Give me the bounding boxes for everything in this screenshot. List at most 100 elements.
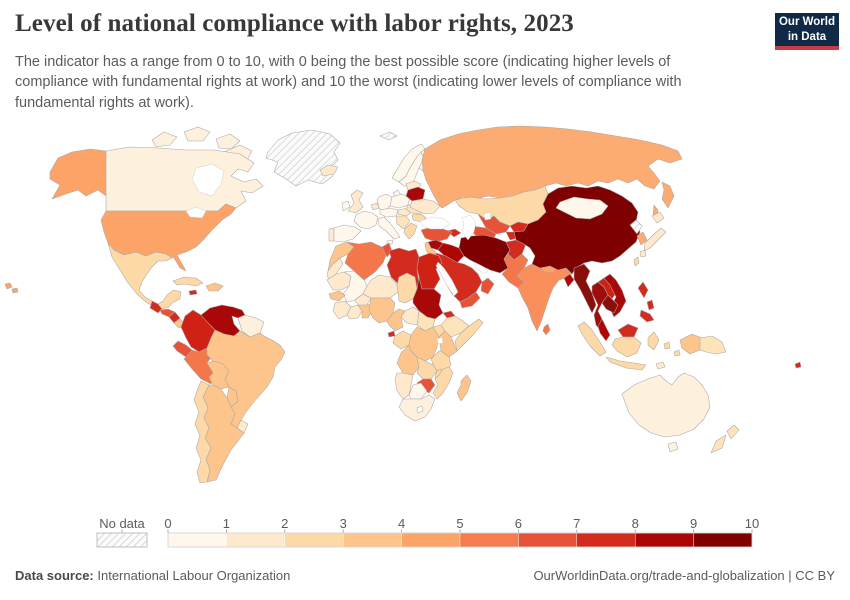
legend-bin-8 bbox=[635, 532, 694, 548]
lake-aral-sea bbox=[483, 211, 492, 221]
sea-red-sea bbox=[435, 261, 459, 297]
country-malaysia-borneo[interactable] bbox=[617, 323, 639, 338]
country-burkina[interactable] bbox=[354, 293, 372, 306]
country-mongolia[interactable] bbox=[555, 196, 609, 220]
country-usa-hawaii[interactable] bbox=[4, 282, 19, 294]
country-philippines[interactable] bbox=[637, 281, 655, 323]
country-turkey[interactable] bbox=[420, 226, 453, 243]
country-uk[interactable] bbox=[347, 189, 364, 214]
country-russia[interactable] bbox=[421, 125, 683, 209]
country-yemen[interactable] bbox=[459, 291, 481, 309]
country-chile[interactable] bbox=[193, 380, 212, 484]
chart-subtitle: The indicator has a range from 0 to 10, … bbox=[15, 54, 682, 111]
country-canada-arctic-3[interactable] bbox=[215, 133, 241, 150]
country-ukraine[interactable] bbox=[409, 198, 441, 215]
country-usa-alaska[interactable] bbox=[49, 148, 107, 200]
country-ireland[interactable] bbox=[341, 200, 351, 212]
country-australia-tasmania[interactable] bbox=[667, 441, 679, 453]
country-indonesia-moluccas[interactable] bbox=[663, 341, 681, 357]
sea-persian-gulf bbox=[473, 261, 489, 275]
country-greenland[interactable] bbox=[265, 129, 341, 187]
country-india[interactable] bbox=[516, 263, 573, 332]
country-mozambique[interactable] bbox=[432, 366, 454, 400]
lake-hudson-bay bbox=[191, 163, 225, 197]
country-indonesia-java[interactable] bbox=[605, 356, 647, 371]
country-oman[interactable] bbox=[480, 277, 495, 295]
legend-bin-7 bbox=[576, 532, 636, 548]
country-indonesia-sumatra[interactable] bbox=[577, 321, 607, 357]
legend-color-bar bbox=[167, 532, 753, 548]
legend-bin-5 bbox=[459, 532, 519, 548]
country-greece[interactable] bbox=[403, 222, 418, 240]
country-sri-lanka[interactable] bbox=[542, 323, 551, 336]
country-hispaniola[interactable] bbox=[205, 282, 224, 292]
country-indonesia-borneo[interactable] bbox=[611, 336, 642, 358]
country-madagascar[interactable] bbox=[456, 374, 472, 402]
country-cameroon[interactable] bbox=[386, 308, 406, 332]
country-central-african-republic[interactable] bbox=[400, 306, 420, 326]
country-france[interactable] bbox=[353, 210, 379, 230]
country-paraguay[interactable] bbox=[226, 386, 239, 408]
country-indonesia-papua[interactable] bbox=[679, 333, 703, 355]
lake-great-lakes bbox=[185, 206, 207, 219]
country-canada[interactable] bbox=[105, 146, 264, 212]
legend-bin-9 bbox=[693, 532, 753, 548]
legend-tick-label-10: 10 bbox=[745, 516, 759, 531]
lake-black-sea bbox=[419, 216, 451, 230]
country-russia-kamchatka[interactable] bbox=[661, 181, 675, 209]
lake-victoria bbox=[436, 336, 444, 345]
legend-tick-label-1: 1 bbox=[223, 516, 230, 531]
data-source: Data source: International Labour Organi… bbox=[15, 568, 290, 583]
legend-bin-3 bbox=[343, 532, 402, 548]
country-north-korea[interactable] bbox=[629, 219, 643, 235]
country-cambodia[interactable] bbox=[601, 294, 619, 314]
country-australia[interactable] bbox=[621, 372, 711, 438]
country-azerbaijan[interactable] bbox=[446, 228, 462, 238]
country-fiji[interactable] bbox=[794, 361, 802, 369]
legend-no-data-swatch bbox=[96, 532, 148, 548]
country-timor[interactable] bbox=[655, 361, 666, 370]
country-canada-arctic-2[interactable] bbox=[183, 126, 211, 142]
legend-tick-label-7: 7 bbox=[573, 516, 580, 531]
country-portugal[interactable] bbox=[328, 227, 335, 242]
country-malaysia[interactable] bbox=[597, 318, 611, 342]
country-egypt[interactable] bbox=[416, 252, 443, 290]
legend-ticks bbox=[167, 529, 753, 533]
country-myanmar[interactable] bbox=[573, 263, 597, 314]
legend-bin-4 bbox=[401, 532, 461, 548]
country-spain[interactable] bbox=[333, 224, 362, 243]
owid-logo-line2: in Data bbox=[787, 30, 827, 43]
country-czechia-austria[interactable] bbox=[379, 207, 399, 218]
country-guatemala[interactable] bbox=[149, 300, 163, 314]
country-svalbard[interactable] bbox=[379, 131, 398, 141]
country-iceland[interactable] bbox=[319, 164, 339, 177]
country-western-sahara[interactable] bbox=[326, 257, 344, 281]
attribution-link[interactable]: OurWorldinData.org/trade-and-globalizati… bbox=[533, 568, 835, 583]
legend-tick-label-0: 0 bbox=[164, 516, 171, 531]
country-chad[interactable] bbox=[396, 272, 418, 304]
country-algeria[interactable] bbox=[344, 241, 388, 281]
country-indonesia-sulawesi[interactable] bbox=[647, 331, 660, 351]
country-zimbabwe[interactable] bbox=[416, 378, 436, 394]
owid-logo[interactable]: Our World in Data bbox=[775, 13, 839, 50]
country-nicaragua[interactable] bbox=[168, 311, 181, 324]
country-somalia[interactable] bbox=[454, 318, 484, 352]
country-cuba[interactable] bbox=[172, 276, 204, 287]
country-equatorial-guinea[interactable] bbox=[387, 330, 396, 338]
country-canada-arctic-1[interactable] bbox=[151, 131, 178, 148]
country-lesotho[interactable] bbox=[416, 405, 424, 414]
country-senegal[interactable] bbox=[328, 290, 346, 302]
country-vietnam[interactable] bbox=[603, 273, 627, 318]
legend-tick-label-3: 3 bbox=[340, 516, 347, 531]
country-south-korea[interactable] bbox=[636, 231, 648, 246]
country-namibia[interactable] bbox=[394, 372, 414, 400]
legend-tick-label-9: 9 bbox=[690, 516, 697, 531]
country-japan[interactable] bbox=[639, 211, 667, 258]
country-taiwan[interactable] bbox=[633, 256, 640, 267]
country-bangladesh[interactable] bbox=[563, 273, 575, 288]
country-papua-new-guinea[interactable] bbox=[699, 335, 727, 355]
country-jamaica[interactable] bbox=[188, 289, 198, 296]
country-balkans[interactable] bbox=[395, 215, 411, 230]
country-italy[interactable] bbox=[377, 216, 401, 245]
country-new-zealand[interactable] bbox=[710, 424, 740, 454]
